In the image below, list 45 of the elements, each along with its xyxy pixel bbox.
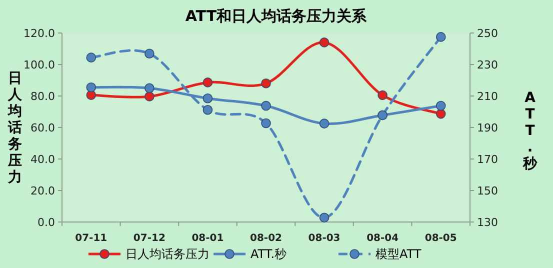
y-tick-label: 0.0 xyxy=(38,216,55,229)
y2-tick-label: 190 xyxy=(477,122,498,134)
point xyxy=(319,212,330,222)
x-tick-label: 08-01 xyxy=(192,233,224,244)
y2-tick-label: 170 xyxy=(477,153,498,166)
x-tick-label: 08-03 xyxy=(308,233,340,244)
x-tick-label: 07-11 xyxy=(75,233,108,244)
x-tick-label: 08-04 xyxy=(366,233,399,244)
y2-tick-label: 150 xyxy=(477,184,498,198)
y2-tick-label: 130 xyxy=(477,216,498,229)
point xyxy=(144,83,154,94)
x-tick-label: 08-02 xyxy=(250,233,282,244)
point xyxy=(378,90,388,100)
point xyxy=(144,92,154,102)
point xyxy=(436,100,446,111)
point xyxy=(144,48,154,59)
y-tick-label: 40.0 xyxy=(30,153,55,166)
point xyxy=(202,78,213,88)
point xyxy=(319,118,330,128)
y2-tick-label: 230 xyxy=(477,58,498,72)
y-tick-label: 20.0 xyxy=(30,184,55,198)
x-tick-label: 07-12 xyxy=(133,233,166,244)
y-tick-label: 60.0 xyxy=(30,122,55,134)
legend-label: 日人均话务压力 xyxy=(126,247,210,261)
chart-title: ATT和日人均话务压力关系 xyxy=(185,7,368,25)
x-tick-label: 08-05 xyxy=(424,233,457,244)
y-tick-label: 100.0 xyxy=(24,58,55,72)
y-tick-label: 80.0 xyxy=(30,90,55,103)
y2-tick-label: 250 xyxy=(477,27,498,40)
legend-label: ATT.秒 xyxy=(250,247,287,261)
y2-tick-label: 210 xyxy=(477,90,498,103)
point xyxy=(86,82,96,92)
y-axis-title: 日人均话务压力 xyxy=(7,70,23,186)
point xyxy=(261,78,271,88)
point xyxy=(319,38,330,48)
y2-axis-title: ATT.秒 xyxy=(522,90,538,172)
point xyxy=(202,93,213,104)
point xyxy=(86,52,96,62)
point xyxy=(261,100,271,111)
point xyxy=(261,118,271,128)
legend-label: 模型ATT xyxy=(376,247,422,261)
point xyxy=(202,104,213,115)
point xyxy=(436,108,446,119)
point xyxy=(436,32,446,42)
y-tick-label: 120.0 xyxy=(24,27,55,40)
